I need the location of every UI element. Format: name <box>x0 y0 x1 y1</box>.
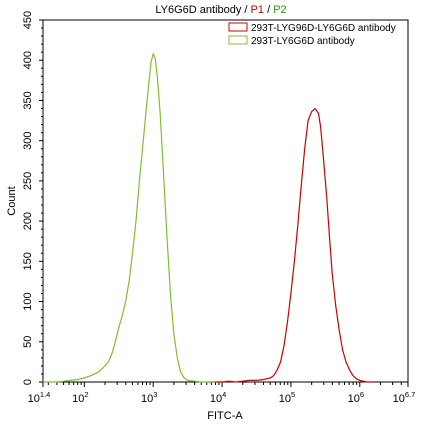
y-tick-label: 100 <box>22 292 34 310</box>
x-tick-label: 101.4 <box>28 390 51 405</box>
title-part: / <box>241 4 250 16</box>
title-part: / <box>264 4 273 16</box>
series-layer <box>43 53 374 383</box>
x-axis-ticks: 101.4 102 103 104 105 106 106.7 <box>28 382 416 405</box>
y-tick-label: 50 <box>22 336 34 348</box>
y-tick-label: 350 <box>22 91 34 109</box>
legend: 293T-LYG96D-LY6G6D antibody 293T-LY6G6D a… <box>228 22 396 47</box>
x-axis-title: FITC-A <box>207 410 243 422</box>
x-tick-label: 106.7 <box>393 390 416 405</box>
chart-title: LY6G6D antibody / P1 / P2 <box>155 4 286 16</box>
legend-label: 293T-LY6G6D antibody <box>251 36 355 47</box>
y-tick-label: 150 <box>22 252 34 270</box>
title-part: LY6G6D antibody <box>155 4 242 16</box>
series-line-1 <box>208 107 374 383</box>
legend-label: 293T-LYG96D-LY6G6D antibody <box>251 23 396 34</box>
y-tick-label: 300 <box>22 131 34 149</box>
legend-swatch <box>228 22 248 32</box>
title-part: P1 <box>251 4 264 16</box>
y-tick-label: 400 <box>22 51 34 69</box>
y-axis-title: Count <box>6 186 18 215</box>
y-tick-label: 250 <box>22 172 34 190</box>
legend-swatch <box>228 35 248 45</box>
y-tick-label: 450 <box>22 11 34 29</box>
title-part: P2 <box>273 4 286 16</box>
y-tick-label: 200 <box>22 212 34 230</box>
x-tick-label: 103 <box>141 390 157 405</box>
x-tick-label: 102 <box>72 390 88 405</box>
series-line-2 <box>43 53 216 383</box>
plot-frame <box>42 19 409 383</box>
y-axis-ticks: 0 50 100 150 200 250 300 350 400 450 <box>22 11 43 385</box>
y-tick-label: 0 <box>22 379 34 385</box>
x-tick-label: 106 <box>348 390 364 405</box>
x-tick-label: 104 <box>210 390 226 405</box>
x-tick-label: 105 <box>279 390 295 405</box>
